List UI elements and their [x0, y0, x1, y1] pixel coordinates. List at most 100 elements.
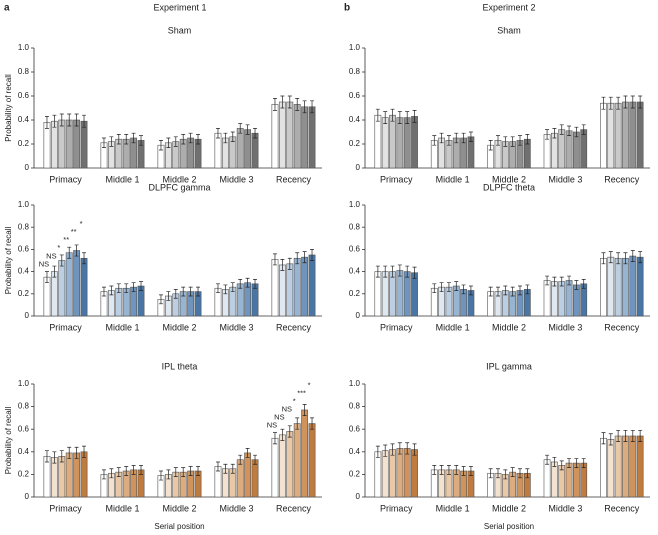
error-bar: [245, 124, 250, 135]
y-tick-label: 0.8: [349, 222, 361, 231]
bar: [278, 101, 286, 169]
error-bar: [295, 98, 300, 111]
error-bar: [82, 252, 87, 265]
bar: [236, 128, 244, 169]
error-bar: [503, 469, 508, 480]
bar: [271, 104, 279, 169]
error-bar: [601, 96, 606, 110]
error-bar: [82, 114, 87, 128]
significance-label: *: [308, 381, 311, 390]
y-tick-label: 1.0: [18, 200, 30, 209]
bar: [43, 122, 51, 169]
error-bar: [390, 443, 395, 456]
error-bar: [223, 463, 228, 474]
panel-label: a: [4, 3, 10, 14]
error-bar: [302, 403, 307, 416]
error-bar: [488, 468, 493, 479]
error-bar: [525, 134, 530, 145]
bar: [236, 459, 244, 498]
y-tick-label: 0.4: [349, 115, 361, 124]
error-bar: [196, 286, 201, 297]
error-bar: [608, 251, 613, 264]
bar: [58, 456, 66, 498]
error-bar: [52, 265, 57, 278]
error-bar: [74, 113, 79, 127]
error-bar: [574, 458, 579, 468]
bar: [308, 423, 316, 498]
error-bar: [52, 114, 57, 128]
y-axis-label: Probability of recall: [4, 74, 13, 142]
error-bar: [412, 266, 417, 279]
error-bar: [545, 275, 550, 286]
x-tick-label: Middle 2: [162, 174, 196, 184]
error-bar: [559, 124, 564, 135]
error-bar: [59, 450, 64, 463]
bar: [278, 434, 286, 498]
error-bar: [59, 113, 64, 127]
bar: [80, 120, 88, 169]
error-bar: [158, 140, 163, 151]
y-tick-label: 0.2: [18, 139, 30, 148]
x-tick-label: Middle 1: [105, 174, 139, 184]
error-bar: [310, 100, 315, 114]
error-bar: [405, 111, 410, 124]
error-bar: [181, 134, 186, 145]
error-bar: [601, 432, 606, 445]
error-bar: [525, 284, 530, 295]
bar: [43, 456, 51, 498]
bar: [389, 449, 396, 498]
error-bar: [124, 134, 129, 145]
error-bar: [638, 95, 643, 109]
significance-label: *: [293, 397, 296, 406]
error-bar: [101, 137, 106, 148]
error-bar: [496, 286, 501, 297]
bar: [629, 101, 637, 169]
error-bar: [574, 280, 579, 290]
error-bar: [552, 457, 557, 467]
bar: [636, 101, 644, 169]
error-bar: [230, 282, 235, 292]
error-bar: [139, 281, 144, 291]
significance-label: **: [71, 227, 77, 236]
bar: [374, 451, 382, 498]
bar: [58, 119, 66, 169]
y-tick-label: 0.4: [349, 267, 361, 276]
bar: [629, 435, 637, 498]
error-bar: [44, 450, 49, 463]
bar: [558, 129, 566, 169]
error-bar: [383, 111, 388, 124]
x-tick-label: Recency: [604, 174, 640, 184]
bar: [73, 119, 81, 169]
error-bar: [623, 429, 628, 442]
x-tick-label: Primacy: [380, 322, 413, 332]
bar: [293, 257, 301, 317]
bar: [286, 431, 294, 498]
error-bar: [468, 466, 473, 476]
bar: [622, 101, 629, 169]
bar: [286, 101, 294, 169]
bar: [396, 270, 404, 317]
error-bar: [461, 284, 466, 295]
error-bar: [545, 129, 550, 140]
y-tick-label: 0.8: [349, 67, 361, 76]
bar: [580, 462, 588, 498]
y-tick-label: 0: [25, 163, 30, 172]
error-bar: [468, 285, 473, 296]
bar: [622, 435, 629, 498]
y-tick-label: 0.6: [18, 245, 30, 254]
bar: [214, 132, 222, 169]
error-bar: [488, 140, 493, 151]
bar: [403, 271, 411, 317]
error-bar: [131, 465, 136, 475]
bar: [403, 117, 411, 169]
y-tick-label: 0.4: [18, 447, 30, 456]
bar: [286, 263, 294, 317]
error-bar: [638, 251, 643, 264]
x-tick-label: Primacy: [380, 503, 413, 513]
y-tick-label: 0.8: [18, 67, 30, 76]
bar: [381, 117, 389, 169]
significance-label: *: [57, 243, 60, 252]
bar: [551, 132, 558, 169]
error-bar: [230, 131, 235, 142]
